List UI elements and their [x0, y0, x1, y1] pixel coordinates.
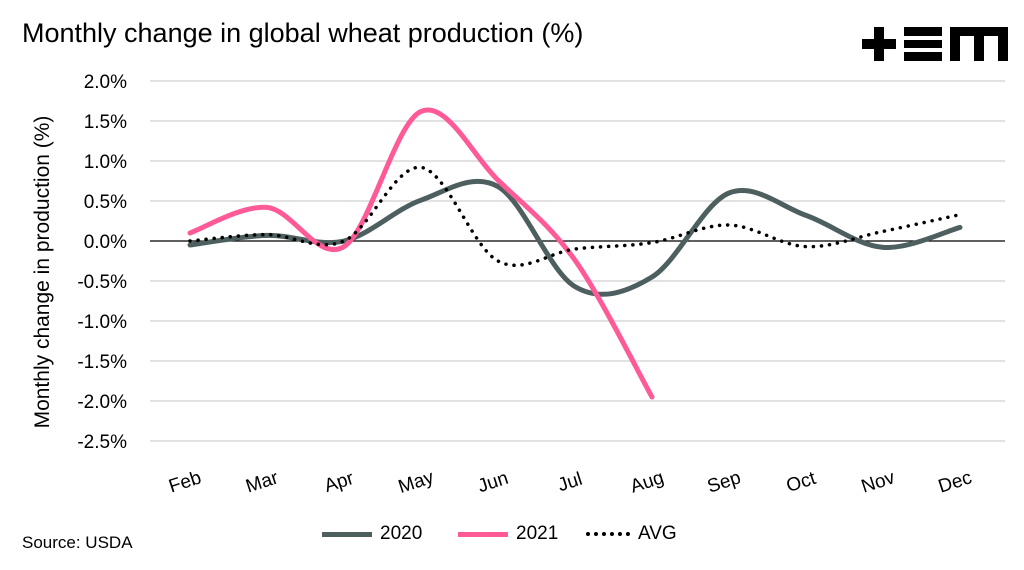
x-tick-label: Mar [243, 467, 281, 497]
x-tick-label: Apr [322, 468, 357, 497]
x-tick-label: Aug [628, 467, 667, 497]
x-tick-label: Jul [555, 469, 585, 496]
y-tick-label: 1.5% [84, 112, 127, 133]
line-chart: 2.0% 1.5% 1.0% 0.5% 0.0% -0.5% -1.0% -1.5% -2.0%… [31, 72, 1005, 498]
x-tick-label: Sep [705, 467, 744, 497]
y-axis-label: Monthly change in production (%) [31, 116, 54, 429]
y-tick-label: -1.0% [77, 312, 127, 333]
series-line-avg [188, 165, 962, 268]
x-tick-label: Dec [936, 467, 975, 497]
x-tick-label: Feb [166, 467, 204, 497]
y-tick-label: -1.5% [77, 352, 127, 373]
legend-label: AVG [638, 523, 677, 544]
legend-item-2021: 2021 [458, 523, 558, 545]
x-tick-label: Nov [859, 467, 898, 498]
y-tick-label: -2.5% [77, 432, 127, 453]
y-tick-label: 2.0% [84, 72, 127, 93]
legend-swatch [586, 532, 630, 536]
x-tick-label: Oct [784, 468, 819, 497]
y-tick-label: 0.0% [84, 232, 127, 253]
series-line-2021 [187, 107, 655, 400]
tem-logo [862, 27, 1008, 61]
series-line-2020 [187, 178, 963, 297]
x-tick-label: May [396, 467, 437, 498]
chart-title: Monthly change in global wheat productio… [22, 18, 584, 48]
legend-swatch [458, 531, 508, 537]
legend-swatch [322, 531, 372, 537]
legend-label: 2020 [380, 523, 423, 544]
legend-item-avg: AVG [586, 523, 677, 545]
x-tick-label: Jun [475, 468, 511, 497]
y-tick-label: 0.5% [84, 192, 127, 213]
y-tick-label: 1.0% [84, 152, 127, 173]
source-note: Source: USDA [22, 533, 133, 552]
legend-item-2020: 2020 [322, 523, 422, 545]
y-tick-label: -2.0% [77, 392, 127, 413]
legend-label: 2021 [516, 523, 559, 544]
y-tick-label: -0.5% [77, 272, 127, 293]
